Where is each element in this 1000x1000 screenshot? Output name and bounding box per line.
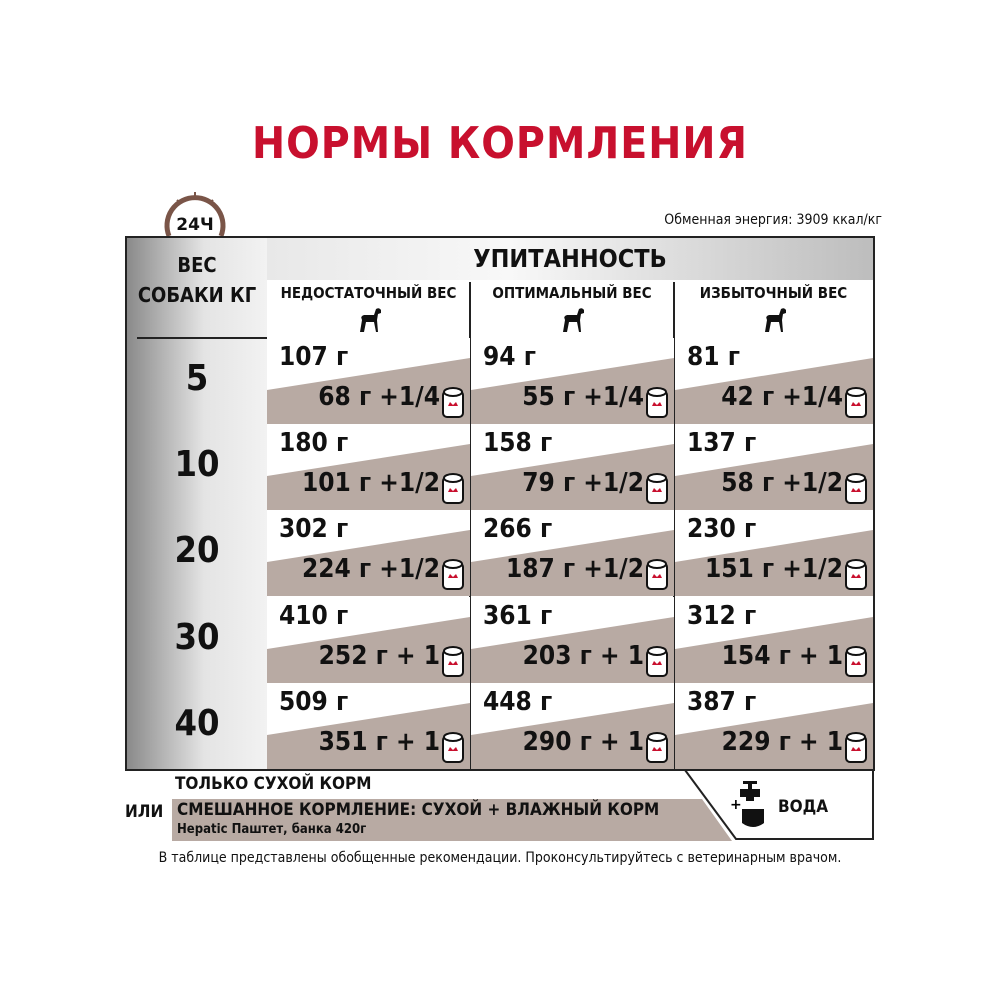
- water-box: [684, 769, 874, 840]
- dry-amount: 230 г: [687, 514, 757, 545]
- dry-amount: 448 г: [483, 686, 553, 717]
- mixed-amount: 290 г + 1: [522, 726, 644, 757]
- legend-mixed-sub: Hepatic Паштет, банка 420г: [177, 822, 367, 837]
- feeding-cell: 266 г 187 г +1/2: [471, 510, 674, 597]
- mixed-amount: 42 г +1/4: [721, 382, 843, 412]
- mixed-amount: 252 г + 1: [318, 640, 440, 671]
- can-icon: [845, 731, 867, 763]
- can-icon: [646, 731, 668, 763]
- svg-text:+: +: [730, 797, 742, 813]
- feeding-cell: 180 г 101 г +1/2: [267, 424, 470, 511]
- dry-amount: 158 г: [483, 428, 553, 459]
- can-icon: [442, 731, 464, 763]
- clock-24h-icon: 24Ч: [163, 186, 227, 238]
- clock-label: 24Ч: [176, 215, 213, 235]
- can-icon: [646, 473, 668, 505]
- energy-note: Обменная энергия: 3909 ккал/кг: [664, 212, 882, 228]
- feeding-cell: 410 г 252 г + 1: [267, 596, 470, 683]
- mixed-amount: 187 г +1/2: [505, 554, 644, 585]
- mixed-amount: 68 г +1/4: [318, 382, 440, 412]
- can-icon: [845, 645, 867, 677]
- dog-icon: [359, 308, 381, 332]
- legend-water: ВОДА: [778, 797, 829, 817]
- mixed-amount: 79 г +1/2: [522, 468, 644, 499]
- mixed-amount: 229 г + 1: [721, 726, 843, 757]
- feeding-table: УПИТАННОСТЬ ВЕС СОБАКИ КГ НЕДОСТАТОЧНЫЙ …: [125, 236, 875, 771]
- column-header: ИЗБЫТОЧНЫЙ ВЕС: [674, 280, 873, 338]
- can-icon: [442, 473, 464, 505]
- dog-icon: [764, 308, 786, 332]
- mixed-amount: 154 г + 1: [721, 640, 843, 671]
- mixed-amount: 203 г + 1: [522, 640, 644, 671]
- feeding-cell: 230 г 151 г +1/2: [675, 510, 873, 597]
- dry-amount: 266 г: [483, 514, 553, 545]
- mixed-amount: 224 г +1/2: [301, 554, 440, 585]
- dry-amount: 137 г: [687, 428, 757, 459]
- legend-mixed: СМЕШАННОЕ КОРМЛЕНИЕ: СУХОЙ + ВЛАЖНЫЙ КОР…: [177, 800, 660, 820]
- legend-mixed-band: [172, 799, 732, 841]
- dog-weight: 20: [174, 530, 220, 572]
- can-icon: [646, 387, 668, 418]
- page-title: НОРМЫ КОРМЛЕНИЯ: [251, 118, 749, 169]
- mixed-amount: 58 г +1/2: [721, 468, 843, 499]
- dry-amount: 180 г: [279, 428, 349, 459]
- feeding-cell: 107 г 68 г +1/4: [267, 338, 470, 424]
- dog-icon: [563, 308, 584, 332]
- can-icon: [646, 559, 668, 591]
- dry-amount: 94 г: [483, 342, 536, 372]
- can-icon: [845, 559, 867, 591]
- mixed-amount: 55 г +1/4: [522, 382, 644, 412]
- dog-weight: 40: [174, 702, 220, 744]
- weight-header: ВЕС СОБАКИ КГ: [137, 253, 257, 307]
- dog-weight: 10: [174, 444, 220, 486]
- weight-column: [127, 238, 267, 769]
- column-divider: [673, 282, 675, 769]
- can-icon: [442, 645, 464, 677]
- nutrition-header: УПИТАННОСТЬ: [473, 244, 667, 273]
- dog-weight: 5: [185, 358, 209, 399]
- feeding-cell: 302 г 224 г +1/2: [267, 510, 470, 597]
- feeding-cell: 361 г 203 г + 1: [471, 596, 674, 683]
- dry-amount: 361 г: [483, 600, 553, 631]
- dry-amount: 312 г: [687, 600, 757, 631]
- legend-or: ИЛИ: [125, 802, 164, 822]
- feeding-cell: 509 г 351 г + 1: [267, 682, 470, 769]
- can-icon: [442, 387, 464, 418]
- dry-amount: 410 г: [279, 600, 349, 631]
- water-tap-icon: +: [730, 781, 764, 827]
- nutrition-band: [267, 238, 873, 280]
- feeding-cell: 387 г 229 г + 1: [675, 682, 873, 769]
- dry-amount: 107 г: [279, 342, 349, 372]
- feeding-cell: 312 г 154 г + 1: [675, 596, 873, 683]
- can-icon: [845, 473, 867, 505]
- column-label: НЕДОСТАТОЧНЫЙ ВЕС: [280, 284, 457, 302]
- dog-weight: 30: [174, 616, 220, 658]
- can-icon: [845, 387, 867, 418]
- dry-amount: 302 г: [279, 514, 349, 545]
- column-divider: [469, 282, 471, 769]
- footnote: В таблице представлены обобщенные рекоме…: [158, 850, 842, 866]
- legend-dry-only: ТОЛЬКО СУХОЙ КОРМ: [175, 774, 372, 794]
- feeding-cell: 158 г 79 г +1/2: [471, 424, 674, 511]
- column-header: ОПТИМАЛЬНЫЙ ВЕС: [470, 280, 674, 338]
- can-icon: [442, 559, 464, 591]
- dry-amount: 509 г: [279, 686, 349, 717]
- feeding-cell: 94 г 55 г +1/4: [471, 338, 674, 424]
- can-icon: [646, 645, 668, 677]
- divider: [137, 337, 267, 339]
- column-header: НЕДОСТАТОЧНЫЙ ВЕС: [267, 280, 470, 338]
- column-label: ИЗБЫТОЧНЫЙ ВЕС: [699, 284, 848, 302]
- dry-amount: 81 г: [687, 342, 740, 372]
- mixed-amount: 101 г +1/2: [301, 468, 440, 499]
- feeding-cell: 81 г 42 г +1/4: [675, 338, 873, 424]
- feeding-cell: 448 г 290 г + 1: [471, 682, 674, 769]
- mixed-amount: 351 г + 1: [318, 726, 440, 757]
- column-label: ОПТИМАЛЬНЫЙ ВЕС: [492, 284, 652, 302]
- mixed-amount: 151 г +1/2: [704, 554, 843, 585]
- feeding-cell: 137 г 58 г +1/2: [675, 424, 873, 511]
- dry-amount: 387 г: [687, 686, 757, 717]
